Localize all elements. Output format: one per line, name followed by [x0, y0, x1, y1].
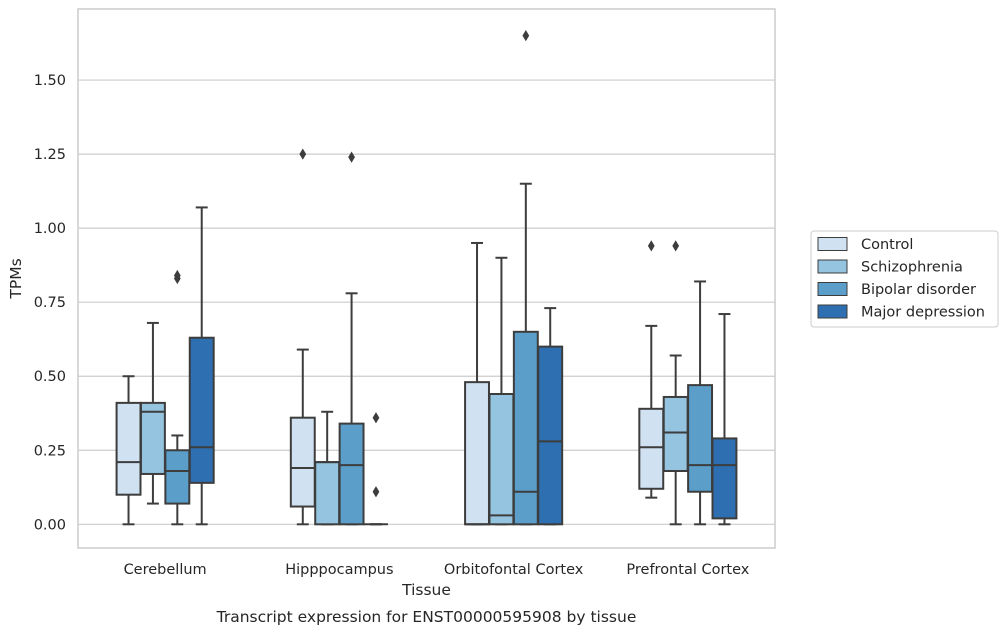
x-axis-ticks: Cerebellum Hipppocampus Orbitofontal Corte… [124, 562, 750, 578]
box-schizophrenia [662, 240, 689, 526]
outlier-point [522, 30, 530, 42]
y-tick-label: 1.50 [34, 73, 66, 89]
x-axis-label: Tissue [401, 581, 451, 599]
box-major-depression [364, 412, 388, 526]
box-body [512, 330, 539, 526]
legend-swatch [817, 237, 848, 251]
outlier-point [647, 240, 655, 252]
x-tick-label: Hipppocampus [285, 562, 393, 578]
legend-swatch [817, 304, 848, 319]
legend-label: Major depression [861, 305, 985, 321]
box-body [139, 401, 166, 475]
box-schizophrenia [488, 256, 515, 526]
y-tick-label: 0.00 [34, 517, 66, 533]
legend-label: Schizophrenia [861, 260, 963, 276]
box-control [289, 148, 316, 526]
box-body [662, 395, 689, 473]
y-axis-label: TPMs [7, 258, 25, 299]
boxes [115, 30, 738, 526]
x-tick-label: Prefrontal Cortex [626, 562, 749, 578]
outlier-point [299, 148, 307, 160]
x-tick-label: Orbitofontal Cortex [444, 562, 584, 578]
box-major-depression [188, 206, 215, 526]
legend-label: Control [861, 237, 913, 253]
outlier-point [348, 151, 355, 163]
box-bipolar-disorder [338, 151, 365, 526]
box-body [464, 381, 490, 526]
box-schizophrenia [314, 410, 341, 526]
legend-frame [810, 230, 999, 328]
y-tick-label: 0.75 [34, 295, 66, 311]
box-body [711, 437, 738, 520]
box-body [488, 393, 515, 526]
box-control [464, 241, 490, 526]
y-tick-label: 0.25 [34, 443, 66, 459]
box-major-depression [537, 307, 564, 526]
box-control [638, 240, 665, 499]
box-body [338, 422, 365, 526]
box-bipolar-disorder [512, 30, 539, 526]
x-tick-label: Cerebellum [124, 562, 207, 578]
outlier-point [372, 412, 380, 424]
box-body [289, 416, 316, 508]
outlier-point [672, 240, 680, 252]
chart-caption: Transcript expression for ENST0000059590… [216, 608, 637, 626]
legend-swatch [817, 259, 848, 274]
y-tick-label: 1.25 [34, 147, 66, 163]
box-bipolar-disorder [687, 280, 714, 526]
box-body [164, 449, 191, 505]
box-body [188, 336, 215, 484]
box-body [115, 401, 142, 496]
box-body [314, 461, 341, 526]
legend-swatch [817, 282, 848, 296]
box-control [115, 375, 142, 526]
box-body [687, 384, 714, 493]
box-major-depression [711, 313, 738, 526]
plot-frame [77, 8, 776, 549]
y-axis-ticks: 0.00 0.25 0.50 0.75 1.00 1.25 1.50 [34, 73, 66, 533]
y-tick-label: 1.00 [34, 221, 66, 237]
y-tick-label: 0.50 [34, 369, 66, 385]
box-bipolar-disorder [164, 269, 191, 526]
legend: Control Schizophrenia Bipolar disorder Majo… [810, 230, 999, 328]
box-body [638, 407, 665, 490]
outlier-point [372, 486, 380, 498]
outlier-point [173, 269, 181, 282]
legend-label: Bipolar disorder [861, 282, 976, 298]
box-schizophrenia [139, 321, 166, 505]
box-body [537, 345, 564, 526]
